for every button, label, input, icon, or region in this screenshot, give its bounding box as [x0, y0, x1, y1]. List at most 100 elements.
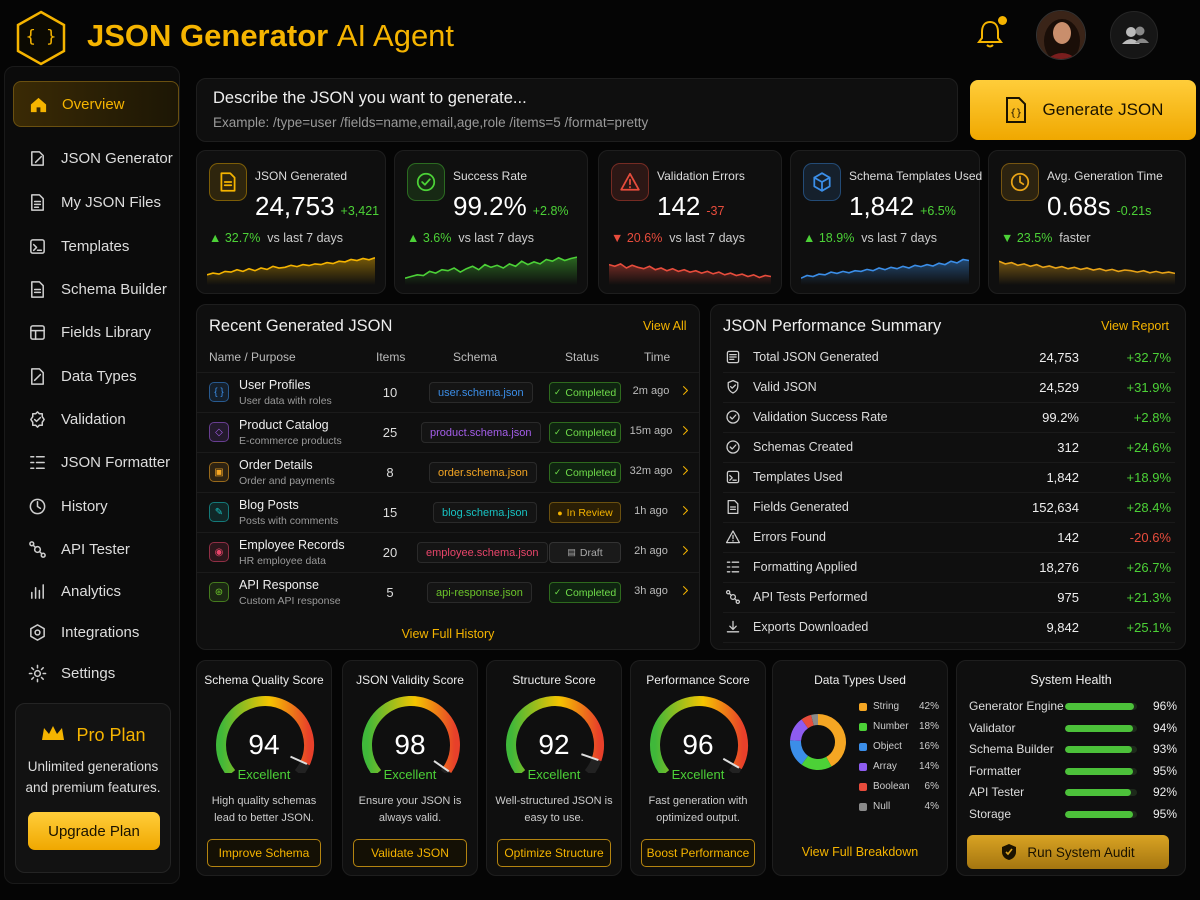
perf-delta: +21.3%	[1126, 590, 1171, 605]
stat-delta: +3,421	[340, 204, 380, 218]
table-row[interactable]: ◇ Product Catalog E-commerce products 25…	[197, 412, 699, 452]
row-type-icon: ⊛	[209, 582, 229, 602]
row-open-button[interactable]	[679, 464, 692, 477]
health-pct: 96%	[1152, 699, 1177, 713]
upgrade-plan-button[interactable]: Upgrade Plan	[28, 812, 160, 850]
prompt-input[interactable]: Describe the JSON you want to generate..…	[196, 78, 958, 142]
score-card-schema-quality-score: Schema Quality Score 94 Excellent High q…	[196, 660, 332, 876]
sidebar-icon-wrap	[13, 582, 61, 601]
table-row[interactable]: ▣ Order Details Order and payments 8 ord…	[197, 452, 699, 492]
row-description: Custom API response	[239, 595, 341, 607]
chevron-right-icon	[683, 466, 688, 475]
sidebar-item-json-generator[interactable]: JSON Generator	[13, 135, 179, 181]
document-icon	[727, 499, 739, 515]
score-action-button[interactable]: Improve Schema	[207, 839, 321, 867]
sidebar-item-history[interactable]: History	[13, 483, 179, 529]
run-system-audit-button[interactable]: Run System Audit	[967, 835, 1169, 869]
perf-row-api-tests-performed: API Tests Performed 975 +21.3%	[723, 583, 1175, 613]
sidebar-item-fields-library[interactable]: Fields Library	[13, 309, 179, 355]
score-gauge	[644, 693, 754, 773]
sidebar-item-overview[interactable]: Overview	[13, 81, 179, 127]
stat-sparkline	[609, 251, 771, 285]
sidebar-item-api-tester[interactable]: API Tester	[13, 526, 179, 572]
library-icon	[29, 324, 45, 340]
sidebar-item-analytics[interactable]: Analytics	[13, 568, 179, 614]
sidebar-item-integrations[interactable]: Integrations	[13, 609, 179, 655]
sidebar-item-json-formatter[interactable]: JSON Formatter	[13, 439, 179, 485]
row-open-button[interactable]	[679, 424, 692, 437]
legend-swatch	[859, 783, 867, 791]
stat-icon-wrap	[209, 163, 247, 201]
view-report-link[interactable]: View Report	[1101, 319, 1169, 333]
clock-icon	[1010, 172, 1030, 192]
stat-value-text: 99.2%	[453, 191, 527, 221]
health-bar	[1065, 767, 1137, 775]
row-open-button[interactable]	[679, 504, 692, 517]
legend-name: Array	[873, 761, 897, 772]
view-full-history-link[interactable]: View Full History	[401, 627, 495, 641]
stat-sub-text: vs last 7 days	[458, 231, 535, 245]
perf-icon-wrap	[725, 439, 741, 455]
row-open-button[interactable]	[679, 384, 692, 397]
row-schema-link[interactable]: api-response.json	[427, 582, 532, 603]
data-types-panel: Data Types Used View Full Breakdown Stri…	[772, 660, 948, 876]
file-icon	[30, 193, 44, 211]
row-schema-link[interactable]: product.schema.json	[421, 422, 541, 443]
sidebar-item-label: API Tester	[61, 540, 130, 558]
legend-item-null: Null 4%	[859, 801, 939, 815]
sidebar-item-my-json-files[interactable]: My JSON Files	[13, 179, 179, 225]
score-card-json-validity-score: JSON Validity Score 98 Excellent Ensure …	[342, 660, 478, 876]
sidebar-item-schema-builder[interactable]: Schema Builder	[13, 266, 179, 312]
score-action-button[interactable]: Optimize Structure	[497, 839, 611, 867]
sidebar-item-data-types[interactable]: Data Types	[13, 353, 179, 399]
health-bar-fill	[1065, 789, 1132, 796]
stat-icon-wrap	[803, 163, 841, 201]
table-row[interactable]: ✎ Blog Posts Posts with comments 15 blog…	[197, 492, 699, 532]
row-status-badge: ✓ Completed	[549, 462, 621, 483]
score-action-button[interactable]: Validate JSON	[353, 839, 467, 867]
row-schema-link[interactable]: blog.schema.json	[433, 502, 537, 523]
row-schema-link[interactable]: employee.schema.json	[417, 542, 548, 563]
generate-json-button[interactable]: {} Generate JSON	[970, 80, 1196, 140]
score-action-button[interactable]: Boost Performance	[641, 839, 755, 867]
notifications-button[interactable]	[975, 18, 1005, 50]
sidebar-icon-wrap	[13, 497, 61, 516]
score-description: Well-structured JSON is easy to use.	[495, 795, 613, 824]
sidebar-item-templates[interactable]: Templates	[13, 223, 179, 269]
table-row[interactable]: { } User Profiles User data with roles 1…	[197, 372, 699, 412]
row-open-button[interactable]	[679, 544, 692, 557]
row-schema-link[interactable]: order.schema.json	[429, 462, 537, 483]
row-description: Order and payments	[239, 475, 335, 487]
notification-dot	[998, 16, 1007, 25]
stat-sub-arrow: ▲	[407, 231, 420, 245]
gauge-arc	[506, 696, 605, 773]
stat-value: 1,842 +6.5%	[849, 191, 956, 222]
table-row[interactable]: ◉ Employee Records HR employee data 20 e…	[197, 532, 699, 572]
table-row[interactable]: ⊛ API Response Custom API response 5 api…	[197, 572, 699, 612]
score-description: High quality schemas lead to better JSON…	[211, 795, 317, 824]
health-row-generator-engine: Generator Engine 96%	[969, 699, 1179, 715]
stat-card-success-rate: Success Rate 99.2% +2.8% ▲ 3.6% vs last 7…	[394, 150, 588, 294]
team-button[interactable]	[1110, 11, 1158, 59]
legend-item-boolean: Boolean 6%	[859, 781, 939, 795]
avatar[interactable]	[1036, 10, 1086, 60]
score-title: Structure Score	[512, 673, 596, 687]
stat-sub-arrow: ▼	[1001, 231, 1014, 245]
sidebar-icon-wrap	[13, 323, 61, 342]
legend-swatch	[859, 723, 867, 731]
row-description: User data with roles	[239, 395, 332, 407]
row-open-button[interactable]	[679, 584, 692, 597]
view-full-breakdown-link[interactable]: View Full Breakdown	[801, 845, 919, 859]
health-name: API Tester	[969, 785, 1025, 799]
sidebar-item-settings[interactable]: Settings	[13, 650, 179, 696]
row-items: 20	[382, 545, 398, 560]
stat-sub-text: vs last 7 days	[669, 231, 745, 245]
sidebar-icon-wrap	[13, 280, 61, 299]
health-pct: 94%	[1152, 720, 1177, 735]
sidebar-item-validation[interactable]: Validation	[13, 396, 179, 442]
stat-sub-pct: 23.5%	[1016, 231, 1053, 245]
row-schema-link[interactable]: user.schema.json	[429, 382, 533, 403]
document-icon	[30, 280, 44, 298]
view-all-link[interactable]: View All	[643, 319, 687, 333]
sidebar-item-label: Schema Builder	[61, 280, 167, 298]
